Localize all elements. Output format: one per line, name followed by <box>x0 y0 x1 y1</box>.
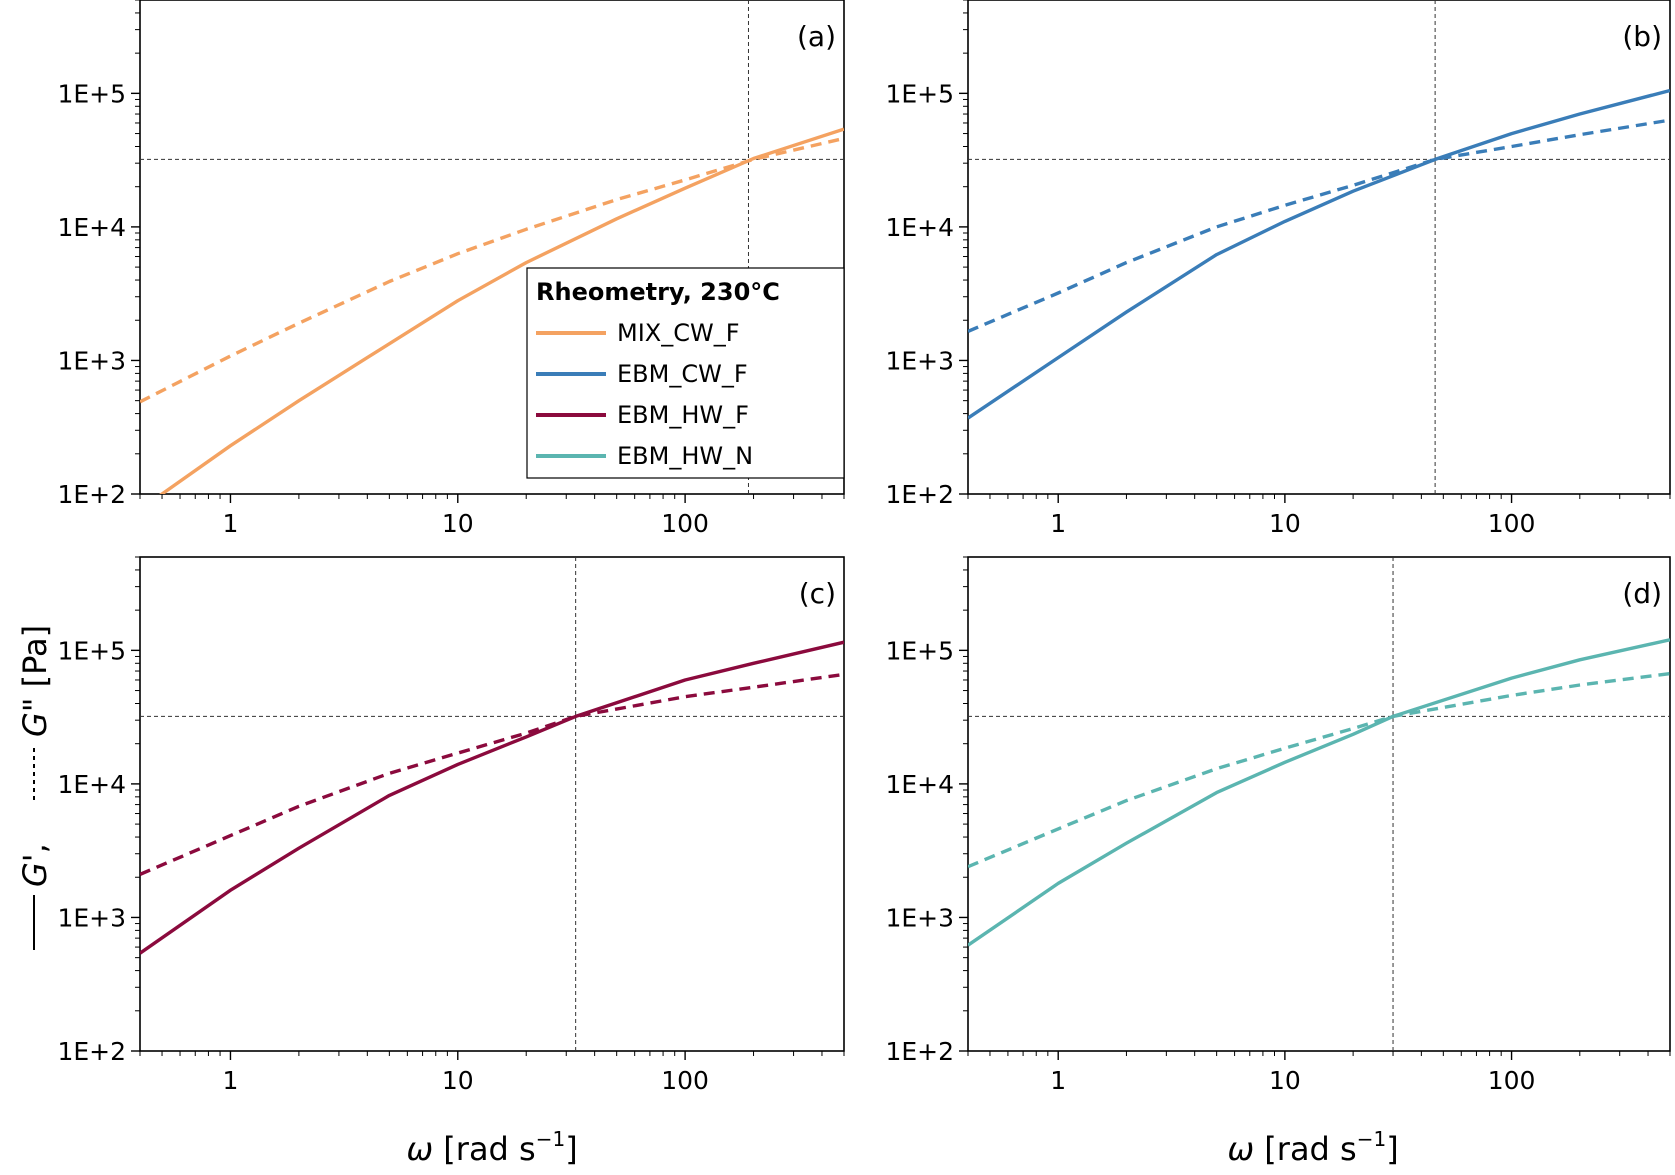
legend: Rheometry, 230°C MIX_CW_F EBM_CW_F EBM_H… <box>526 267 845 479</box>
panel-d: 1 10 100 1E+2 1E+3 1E+4 1E+5 (d) <box>885 556 1671 1095</box>
plot-frame <box>139 0 845 495</box>
x-tick-label: 1 <box>1050 509 1066 538</box>
y-tick-label: 1E+5 <box>57 636 126 665</box>
y-tick-label: 1E+3 <box>885 903 954 932</box>
plot-frame <box>967 0 1671 495</box>
y-tick-label: 1E+5 <box>57 79 126 108</box>
x-axis-title-left: ω [rad s−1] <box>406 1127 577 1168</box>
storage-modulus-line <box>140 640 844 955</box>
x-tick-label: 100 <box>661 1066 709 1095</box>
ylabel-unit: [Pa] <box>16 625 54 687</box>
ylabel-solid-symbol: G' <box>16 853 54 887</box>
y-tick-label: 1E+4 <box>57 213 126 242</box>
loss-modulus-line <box>140 672 844 876</box>
y-tick-label: 1E+2 <box>885 480 954 509</box>
x-tick-label: 10 <box>442 509 474 538</box>
panel-letter: (c) <box>799 577 836 610</box>
y-tick-label: 1E+2 <box>885 1037 954 1066</box>
y-tick-label: 1E+4 <box>885 213 954 242</box>
x-tick-label: 1 <box>223 1066 239 1095</box>
panel-b: 1 10 100 1E+2 1E+3 1E+4 1E+5 (b) <box>885 0 1671 538</box>
svg-text:G',: G', <box>16 843 54 887</box>
legend-label-ebm-hw-f: EBM_HW_F <box>617 401 749 429</box>
legend-label-ebm-hw-n: EBM_HW_N <box>617 442 753 470</box>
y-tick-label: 1E+4 <box>885 770 954 799</box>
y-tick-label: 1E+2 <box>57 1037 126 1066</box>
legend-label-mix-cw-f: MIX_CW_F <box>617 319 740 347</box>
y-tick-label: 1E+3 <box>57 346 126 375</box>
storage-modulus-line <box>968 638 1670 947</box>
panel-a: 1 10 100 1E+2 1E+3 1E+4 1E+5 (a) <box>57 0 845 538</box>
panel-c: 1 10 100 1E+2 1E+3 1E+4 1E+5 (c) <box>57 556 845 1095</box>
storage-modulus-line <box>159 127 844 494</box>
storage-modulus-line <box>968 88 1670 420</box>
plot-frame <box>139 556 845 1052</box>
x-axis-title-right: ω [rad s−1] <box>1227 1127 1398 1168</box>
y-tick-label: 1E+4 <box>57 770 126 799</box>
x-tick-label: 1 <box>1050 1066 1066 1095</box>
ylabel-separator: , <box>16 843 54 853</box>
x-tick-label: 10 <box>442 1066 474 1095</box>
loss-modulus-line <box>968 671 1670 869</box>
legend-label-ebm-cw-f: EBM_CW_F <box>617 360 748 388</box>
y-tick-label: 1E+5 <box>885 636 954 665</box>
svg-text:G" [Pa]: G" [Pa] <box>16 625 54 737</box>
legend-title: Rheometry, 230°C <box>536 278 780 306</box>
x-tick-label: 10 <box>1269 1066 1301 1095</box>
y-axis-title: G', G" [Pa] <box>16 625 54 950</box>
ylabel-dashed-symbol: G" <box>16 697 54 737</box>
panel-letter: (d) <box>1622 577 1662 610</box>
plot-frame <box>967 556 1671 1052</box>
panel-letter: (a) <box>797 20 836 53</box>
x-tick-label: 100 <box>1488 509 1536 538</box>
loss-modulus-line <box>968 118 1670 333</box>
x-tick-label: 10 <box>1269 509 1301 538</box>
y-tick-label: 1E+5 <box>885 79 954 108</box>
y-tick-label: 1E+3 <box>885 346 954 375</box>
x-tick-label: 100 <box>661 509 709 538</box>
panel-letter: (b) <box>1622 20 1662 53</box>
y-tick-label: 1E+2 <box>57 480 126 509</box>
y-tick-label: 1E+3 <box>57 903 126 932</box>
x-tick-label: 100 <box>1488 1066 1536 1095</box>
loss-modulus-line <box>140 136 844 404</box>
x-tick-label: 1 <box>223 509 239 538</box>
